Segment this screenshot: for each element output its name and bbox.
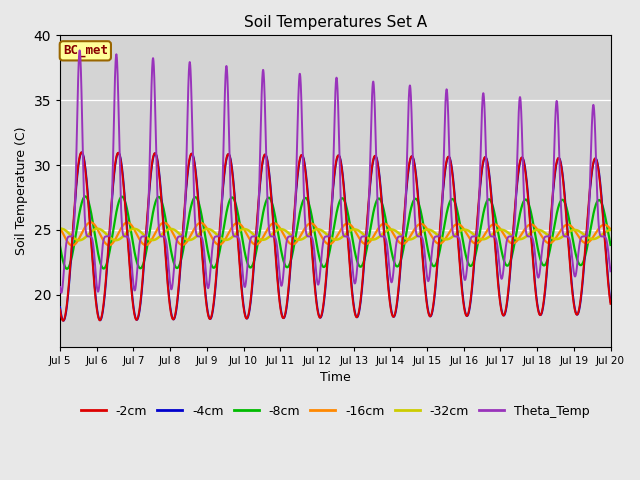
-4cm	[60, 318, 67, 324]
Theta_Temp	[389, 271, 397, 277]
Line: -4cm: -4cm	[60, 152, 611, 321]
-4cm	[389, 313, 397, 319]
-16cm	[399, 241, 406, 247]
-2cm	[399, 230, 406, 236]
Theta_Temp	[607, 268, 614, 274]
-2cm	[56, 307, 64, 312]
Text: BC_met: BC_met	[63, 44, 108, 57]
-16cm	[175, 240, 182, 245]
-4cm	[607, 299, 614, 305]
-8cm	[175, 264, 182, 270]
-16cm	[211, 238, 218, 244]
Theta_Temp	[399, 233, 406, 239]
-32cm	[607, 227, 614, 233]
Y-axis label: Soil Temperature (C): Soil Temperature (C)	[15, 127, 28, 255]
-2cm	[175, 287, 182, 293]
Line: Theta_Temp: Theta_Temp	[60, 50, 611, 293]
-2cm	[60, 318, 67, 324]
Line: -32cm: -32cm	[60, 228, 611, 240]
-16cm	[56, 225, 64, 231]
-16cm	[607, 227, 614, 232]
-16cm	[68, 242, 76, 248]
-16cm	[87, 219, 95, 225]
-8cm	[63, 266, 71, 272]
-8cm	[607, 242, 614, 248]
-32cm	[399, 234, 406, 240]
Title: Soil Temperatures Set A: Soil Temperatures Set A	[244, 15, 427, 30]
Theta_Temp	[175, 234, 182, 240]
-2cm	[77, 149, 85, 155]
-8cm	[81, 193, 89, 199]
-4cm	[78, 149, 86, 155]
-2cm	[607, 300, 614, 306]
-2cm	[607, 301, 614, 307]
-8cm	[56, 243, 64, 249]
X-axis label: Time: Time	[320, 372, 351, 384]
Line: -2cm: -2cm	[60, 152, 611, 321]
-4cm	[211, 299, 218, 304]
-32cm	[389, 227, 397, 233]
-2cm	[555, 155, 563, 161]
-2cm	[389, 314, 397, 320]
-8cm	[607, 241, 614, 247]
-4cm	[399, 234, 406, 240]
-4cm	[555, 155, 563, 161]
-32cm	[56, 226, 64, 231]
-4cm	[56, 304, 64, 310]
-2cm	[211, 296, 218, 301]
-8cm	[555, 204, 563, 209]
Theta_Temp	[76, 48, 83, 53]
Theta_Temp	[56, 284, 64, 290]
Legend: -2cm, -4cm, -8cm, -16cm, -32cm, Theta_Temp: -2cm, -4cm, -8cm, -16cm, -32cm, Theta_Te…	[76, 400, 595, 423]
-8cm	[389, 256, 397, 262]
Theta_Temp	[211, 236, 218, 241]
Line: -16cm: -16cm	[60, 222, 611, 245]
Line: -8cm: -8cm	[60, 196, 611, 269]
Theta_Temp	[555, 128, 563, 133]
-8cm	[399, 249, 406, 255]
-16cm	[607, 226, 614, 232]
-4cm	[607, 298, 614, 303]
-32cm	[607, 227, 614, 233]
-32cm	[57, 226, 65, 231]
-4cm	[175, 290, 182, 296]
-16cm	[555, 231, 563, 237]
-32cm	[211, 229, 218, 235]
-8cm	[211, 265, 218, 271]
Theta_Temp	[58, 290, 65, 296]
Theta_Temp	[607, 267, 614, 273]
-32cm	[555, 236, 563, 241]
-32cm	[76, 238, 83, 243]
-16cm	[389, 230, 397, 236]
-32cm	[175, 230, 182, 236]
